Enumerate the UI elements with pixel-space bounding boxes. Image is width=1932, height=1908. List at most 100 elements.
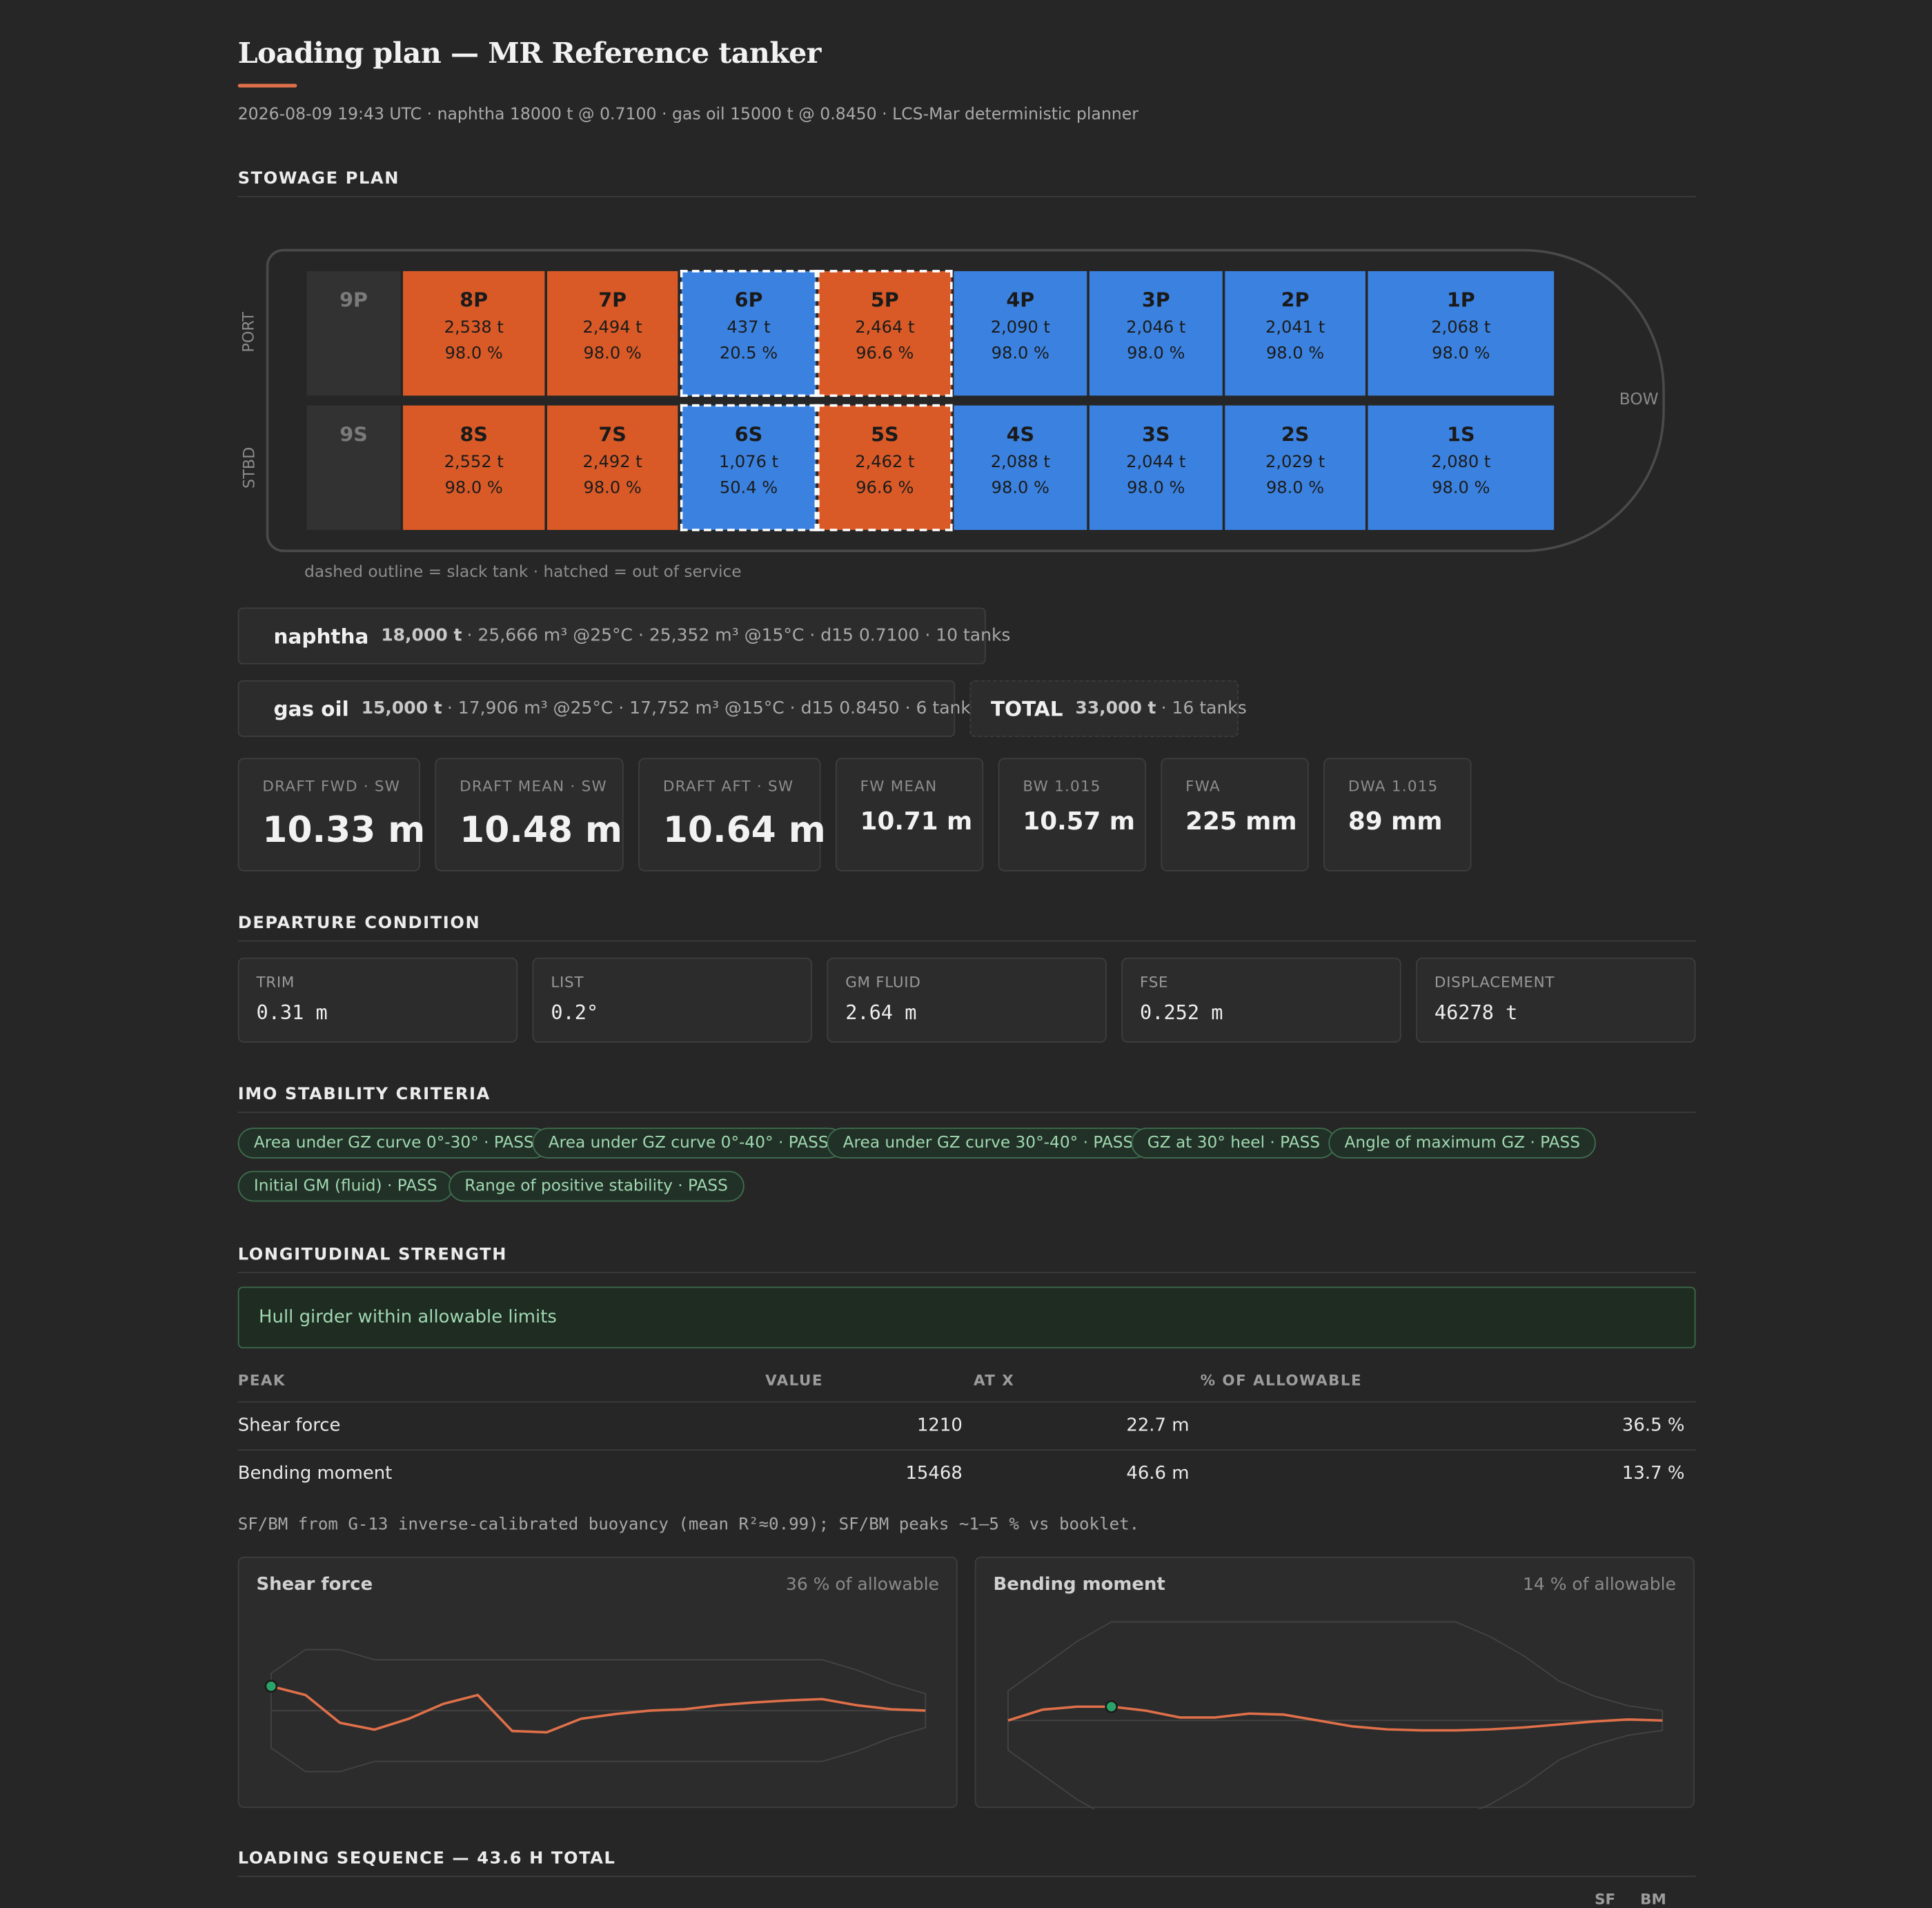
draft-card-dwa: DWA 1.015 89 mm [1323, 758, 1472, 872]
draft-value: 10.33 m [262, 808, 426, 851]
tank-5p: 5P 2,464 t 96.6 % [817, 270, 953, 397]
tank-name: 4S [1006, 422, 1035, 446]
tank-mass: 2,462 t [855, 452, 915, 473]
tank-fill: 96.6 % [856, 478, 914, 498]
tank-fill: 98.0 % [583, 344, 642, 364]
section-departure: DEPARTURE CONDITION [237, 909, 1696, 942]
tank-name: 7S [598, 422, 627, 446]
tank-5s: 5S 2,462 t 96.6 % [817, 404, 953, 531]
tank-mass: 2,088 t [990, 452, 1050, 473]
tank-mass: 2,464 t [855, 317, 915, 338]
peak-marker [264, 1680, 278, 1693]
col-peak: PEAK [237, 1371, 286, 1389]
bending-moment-chart [1007, 1621, 1664, 1809]
section-imo: IMO STABILITY CRITERIA [237, 1081, 1696, 1113]
col-at-x: AT X [973, 1371, 1015, 1389]
tank-6s: 6S 1,076 t 50.4 % [680, 404, 818, 531]
tank-7p: 7P 2,494 t 98.0 % [546, 271, 678, 396]
draft-card-bw: BW 1.015 10.57 m [998, 758, 1146, 872]
strength-note: SF/BM from G-13 inverse-calibrated buoya… [237, 1514, 1140, 1535]
tank-mass: 2,552 t [444, 452, 504, 473]
tank-9p: 9P [306, 271, 401, 396]
bending-moment-plot: Bending moment 14 % of allowable [974, 1556, 1695, 1809]
tank-mass: 2,538 t [444, 317, 504, 338]
allowable-envelope [1007, 1621, 1664, 1809]
cargo-mass: 18,000 t [381, 626, 462, 646]
tank-7s: 7S 2,492 t 98.0 % [546, 405, 678, 530]
tank-mass: 2,494 t [582, 317, 642, 338]
imo-criterion-chip: Area under GZ curve 30°-40° · PASS [827, 1128, 1150, 1159]
tank-fill: 98.0 % [991, 344, 1049, 364]
tank-9s: 9S [306, 405, 401, 530]
allowable-envelope [270, 1649, 927, 1773]
cargo-card-total: TOTAL 33,000 t · 16 tanks [969, 680, 1247, 738]
tank-fill: 98.0 % [583, 478, 642, 498]
tank-fill: 98.0 % [991, 478, 1049, 498]
tank-name: 8P [460, 288, 489, 312]
tank-name: 3P [1141, 288, 1170, 312]
draft-value: 10.64 m [662, 808, 826, 851]
draft-card-mean: DRAFT MEAN · SW 10.48 m [435, 758, 624, 872]
tank-mass: 2,090 t [990, 317, 1050, 338]
tank-1p: 1P 2,068 t 98.0 % [1368, 271, 1555, 396]
imo-criterion-chip: Area under GZ curve 0°-30° · PASS [237, 1128, 550, 1159]
tank-2s: 2S 2,029 t 98.0 % [1225, 405, 1366, 530]
cargo-name: gas oil [273, 696, 349, 720]
tank-name: 3S [1142, 422, 1170, 446]
draft-card-fwa: FWA 225 mm [1161, 758, 1309, 872]
tank-name: 2S [1281, 422, 1310, 446]
cargo-name: naphtha [273, 624, 369, 648]
draft-value: 89 mm [1348, 806, 1443, 836]
tank-name: 9S [339, 422, 368, 446]
col-bm: BM [1640, 1890, 1666, 1908]
draft-card-fw-mean: FW MEAN 10.71 m [835, 758, 984, 872]
tank-1s: 1S 2,080 t 98.0 % [1368, 405, 1555, 530]
section-stowage: STOWAGE PLAN [237, 165, 1696, 197]
imo-criterion-chip: Range of positive stability · PASS [448, 1170, 745, 1202]
hull-outline [266, 248, 1665, 553]
draft-value: 10.71 m [860, 806, 973, 836]
tank-mass: 2,068 t [1431, 317, 1491, 338]
tank-fill: 98.0 % [444, 344, 503, 364]
tank-name: 6S [734, 422, 763, 446]
tank-fill: 98.0 % [1265, 344, 1325, 364]
imo-criterion-chip: GZ at 30° heel · PASS [1131, 1128, 1337, 1159]
cond-fse: FSE 0.252 m [1121, 957, 1401, 1043]
tank-mass: 2,492 t [582, 452, 642, 473]
tank-2p: 2P 2,041 t 98.0 % [1225, 271, 1366, 396]
draft-card-aft: DRAFT AFT · SW 10.64 m [638, 758, 826, 872]
draft-card-fwd: DRAFT FWD · SW 10.33 m [237, 758, 425, 872]
cargo-detail: · 17,906 m³ @25°C · 17,752 m³ @15°C · d1… [446, 698, 980, 719]
cargo-detail: · 25,666 m³ @25°C · 25,352 m³ @15°C · d1… [466, 626, 1011, 646]
tank-fill: 50.4 % [719, 478, 778, 498]
tank-4p: 4P 2,090 t 98.0 % [954, 271, 1087, 396]
tank-name: 5S [871, 422, 899, 446]
stowage-legend-note: dashed outline = slack tank · hatched = … [304, 563, 742, 582]
draft-value: 10.48 m [460, 808, 623, 851]
tank-name: 1P [1446, 288, 1475, 312]
total-label: TOTAL [990, 696, 1063, 720]
cargo-mass: 15,000 t [361, 698, 442, 719]
cond-list: LIST 0.2° [532, 957, 812, 1043]
total-detail: · 16 tanks [1161, 698, 1247, 719]
tank-mass: 1,076 t [718, 452, 779, 473]
imo-criterion-chip: Angle of maximum GZ · PASS [1328, 1128, 1597, 1159]
tank-fill: 98.0 % [1432, 344, 1490, 364]
stowage-diagram: PORT STBD BOW 9P 8P 2,538 t 98.0 % 7P 2,494 t… [238, 0, 1696, 591]
tank-mass: 2,029 t [1265, 452, 1325, 473]
tank-mass: 2,044 t [1126, 452, 1186, 473]
tank-name: 1S [1447, 422, 1475, 446]
tank-name: 5P [870, 288, 899, 312]
section-sequence: LOADING SEQUENCE — 43.6 H TOTAL [237, 1845, 1696, 1878]
tank-fill: 98.0 % [1265, 478, 1325, 498]
tank-mass: 2,041 t [1265, 317, 1325, 338]
tank-fill: 98.0 % [444, 478, 503, 498]
strength-status-banner: Hull girder within allowable limits [237, 1286, 1696, 1348]
tank-name: 6P [734, 288, 763, 312]
tank-mass: 2,046 t [1126, 317, 1186, 338]
title-underline [237, 83, 297, 88]
cargo-card-gas-oil: gas oil 15,000 t · 17,906 m³ @25°C · 17,… [237, 680, 980, 738]
tank-mass: 437 t [727, 317, 771, 338]
cond-trim: TRIM 0.31 m [237, 957, 518, 1043]
tank-fill: 20.5 % [719, 344, 778, 364]
